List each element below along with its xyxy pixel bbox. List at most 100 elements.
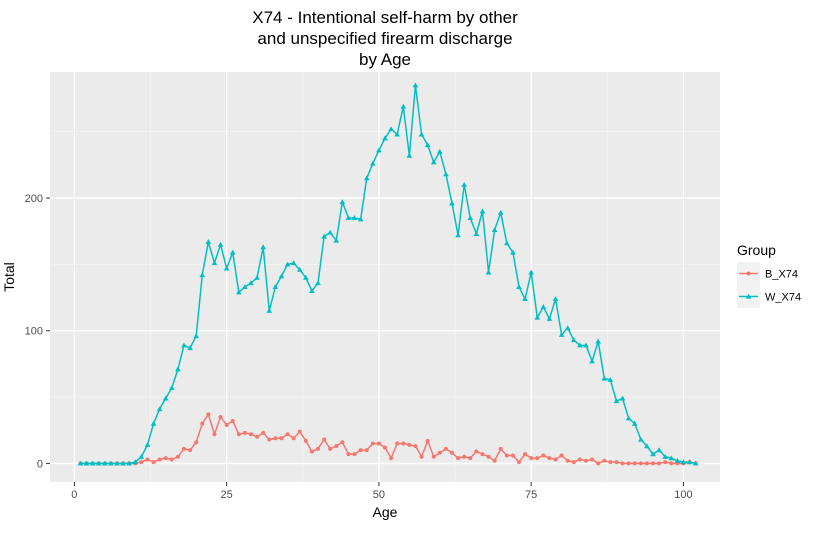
data-point <box>510 249 516 255</box>
data-point <box>255 434 260 439</box>
data-point <box>345 215 352 221</box>
data-point <box>449 200 455 206</box>
data-point <box>175 454 180 459</box>
data-point <box>89 460 96 466</box>
series-W_X74 <box>77 82 699 466</box>
data-point <box>510 453 515 458</box>
data-point <box>651 461 655 466</box>
data-point <box>223 265 230 271</box>
data-point <box>358 448 363 453</box>
data-point <box>485 269 492 275</box>
data-point <box>236 289 242 295</box>
data-point <box>376 147 382 153</box>
data-point <box>553 457 558 462</box>
data-point <box>357 216 364 222</box>
data-point <box>327 229 333 235</box>
data-point <box>668 455 675 461</box>
data-point <box>456 456 461 461</box>
data-point <box>535 456 540 461</box>
data-point <box>157 457 162 462</box>
data-point <box>632 461 637 466</box>
data-point <box>395 441 400 446</box>
x-tick-label: 100 <box>674 489 692 501</box>
data-point <box>316 446 320 451</box>
chart-title: X74 - Intentional self-harm by other and… <box>252 8 518 69</box>
data-point <box>650 451 656 457</box>
data-point <box>522 296 528 301</box>
data-point <box>450 450 454 455</box>
y-tick-label: 0 <box>37 458 43 470</box>
data-point <box>169 457 174 462</box>
data-point <box>662 453 668 459</box>
data-point <box>363 175 370 181</box>
data-point <box>285 432 290 437</box>
data-point <box>138 453 145 459</box>
data-point <box>102 460 108 466</box>
data-point <box>273 436 278 441</box>
data-point <box>497 209 504 215</box>
data-point <box>346 452 351 457</box>
data-point <box>83 460 90 466</box>
data-point <box>290 260 297 266</box>
data-point <box>430 159 437 165</box>
data-point <box>474 449 479 454</box>
data-point <box>443 171 449 177</box>
series-line <box>80 84 696 465</box>
data-point <box>339 199 346 205</box>
data-point <box>175 366 181 372</box>
data-point <box>194 440 199 445</box>
legend-key-marker <box>746 271 751 276</box>
data-point <box>296 266 303 272</box>
data-point <box>364 448 369 453</box>
data-point <box>424 142 431 148</box>
data-point <box>389 456 394 461</box>
legend-label: B_X74 <box>765 269 798 281</box>
data-point <box>370 441 375 446</box>
data-point <box>558 331 565 337</box>
data-point <box>205 239 212 244</box>
data-point <box>254 274 260 280</box>
data-point <box>181 342 187 348</box>
data-point <box>461 181 467 187</box>
data-point <box>419 454 424 459</box>
data-point <box>523 452 528 457</box>
x-tick-label: 25 <box>221 489 233 501</box>
data-point <box>583 342 589 348</box>
data-point <box>619 395 626 401</box>
data-point <box>657 461 662 466</box>
data-point <box>224 422 229 427</box>
data-point <box>401 441 406 446</box>
data-point <box>242 284 248 290</box>
chart-title-line-2: and unspecified firearm discharge <box>257 29 512 48</box>
data-point <box>120 460 126 466</box>
data-point <box>565 458 570 463</box>
data-point <box>321 233 327 239</box>
data-point <box>590 457 595 462</box>
data-point <box>206 412 211 417</box>
data-point <box>443 446 448 451</box>
data-point <box>328 446 333 451</box>
data-point <box>577 342 583 348</box>
data-point <box>437 450 442 455</box>
data-series <box>77 82 699 466</box>
data-point <box>613 398 620 404</box>
data-point <box>492 458 497 463</box>
data-point <box>491 227 498 232</box>
data-point <box>686 459 693 465</box>
data-point <box>156 406 163 412</box>
data-point <box>144 442 151 447</box>
data-point <box>669 461 674 466</box>
data-point <box>626 461 631 466</box>
data-point <box>303 438 308 443</box>
data-point <box>638 436 644 442</box>
data-point <box>340 440 345 445</box>
data-point <box>692 460 699 466</box>
data-point <box>529 456 534 461</box>
data-point <box>540 304 547 309</box>
data-point <box>309 449 314 454</box>
data-point <box>406 152 413 158</box>
data-point <box>383 445 387 450</box>
data-point <box>468 456 473 461</box>
chart-title-line-3: by Age <box>359 50 411 69</box>
